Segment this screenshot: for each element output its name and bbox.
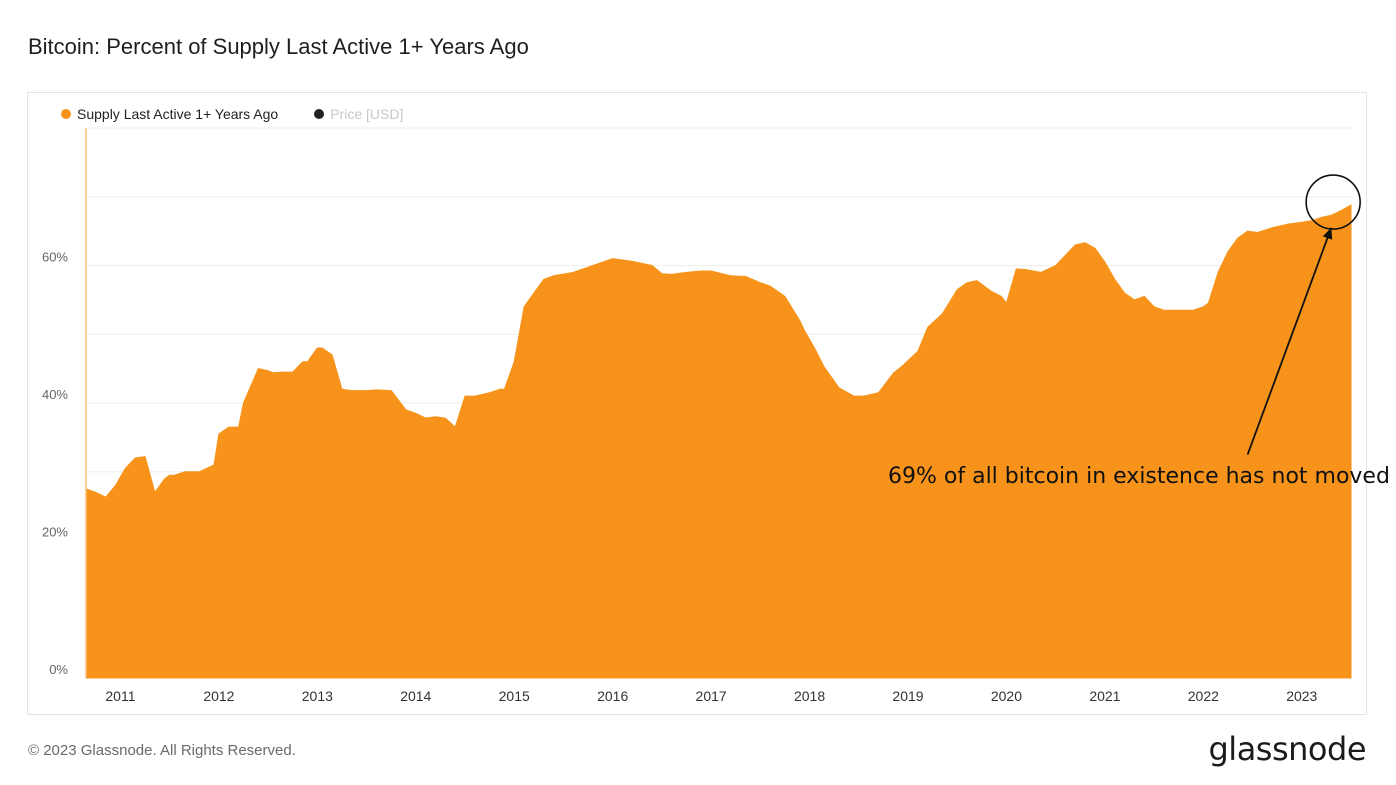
annotation-layer: 69% of all bitcoin in existence has not … — [888, 174, 1396, 489]
legend-item-price[interactable]: Price [USD] — [314, 106, 403, 122]
x-tick-label: 2014 — [400, 688, 431, 704]
x-tick-label: 2011 — [105, 688, 135, 704]
annotation-arrow-head — [1322, 227, 1333, 240]
legend-label-price: Price [USD] — [330, 106, 404, 122]
supply-area — [85, 204, 1352, 679]
legend-item-supply[interactable]: Supply Last Active 1+ Years Ago — [61, 106, 278, 122]
annotation-arrow-line — [1246, 227, 1333, 455]
copyright-text: © 2023 Glassnode. All Rights Reserved. — [28, 742, 296, 759]
x-tick-label: 2019 — [892, 688, 923, 704]
x-tick-label: 2017 — [696, 688, 727, 704]
y-axis-ticks: 0% 20% 40% 60% — [42, 250, 68, 678]
page-title: Bitcoin: Percent of Supply Last Active 1… — [28, 34, 529, 59]
legend-dot-price — [314, 109, 325, 119]
y-tick-label: 60% — [42, 250, 68, 265]
area-layer — [85, 128, 1352, 679]
y-tick-label: 40% — [42, 387, 68, 402]
x-tick-label: 2012 — [203, 688, 234, 704]
x-tick-label: 2015 — [499, 688, 530, 704]
annotation-circle — [1305, 174, 1361, 230]
chart-panel — [27, 92, 1367, 715]
x-axis-ticks: 2011 2012 2013 2014 2015 2016 2017 2018 2019 2020… — [105, 688, 1317, 704]
x-tick-label: 2021 — [1089, 688, 1120, 704]
x-tick-label: 2023 — [1286, 688, 1317, 704]
y-tick-label: 20% — [42, 525, 68, 540]
legend-dot-supply — [61, 109, 71, 119]
x-tick-label: 2022 — [1188, 688, 1219, 704]
chart-legend: Supply Last Active 1+ Years Ago Price [U… — [61, 106, 403, 122]
x-tick-label: 2018 — [794, 688, 825, 704]
x-tick-label: 2013 — [302, 688, 333, 704]
legend-label-supply: Supply Last Active 1+ Years Ago — [77, 106, 279, 122]
x-tick-label: 2020 — [991, 688, 1022, 704]
annotation-text: 69% of all bitcoin in existence has not … — [888, 464, 1396, 489]
y-tick-label: 0% — [49, 662, 68, 677]
x-tick-label: 2016 — [597, 688, 628, 704]
glassnode-logo[interactable]: glassnode — [1208, 730, 1366, 768]
